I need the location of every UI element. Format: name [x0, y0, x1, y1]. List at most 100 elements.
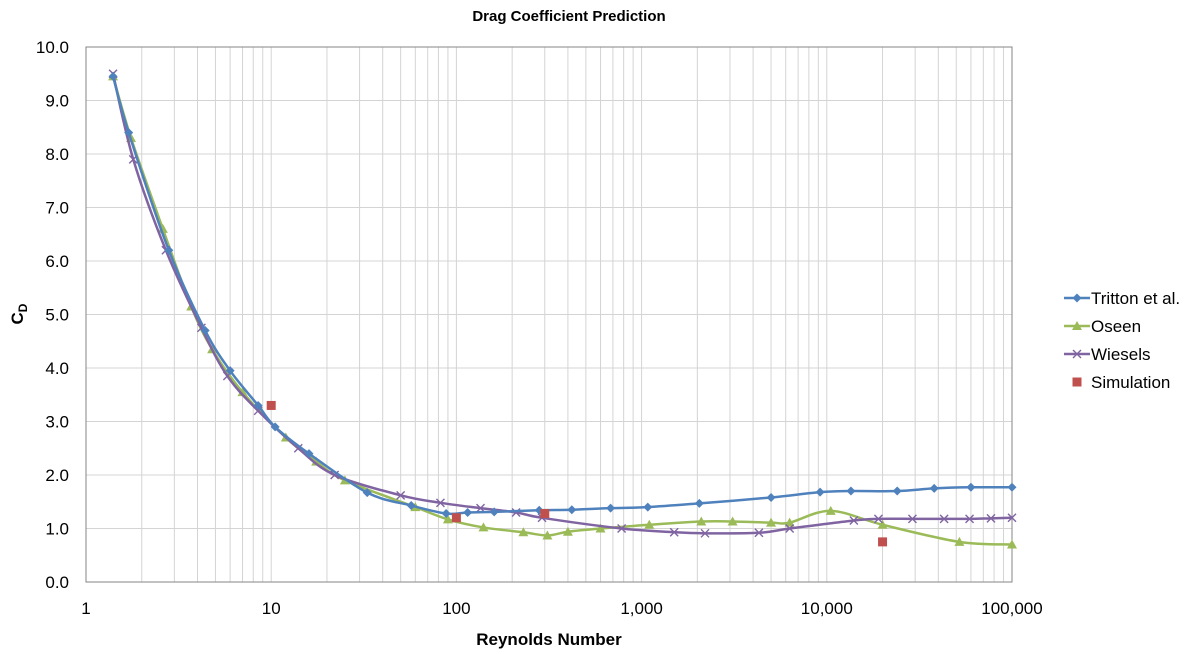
legend-label: Simulation: [1091, 373, 1170, 392]
data-point: [873, 514, 883, 524]
legend-marker: [1072, 349, 1082, 359]
data-point: [700, 528, 710, 538]
x-tick-label: 10: [262, 599, 281, 618]
data-point: [540, 509, 550, 519]
y-tick-label: 3.0: [45, 413, 69, 432]
data-point: [784, 517, 795, 527]
data-point: [476, 503, 486, 513]
series-oseen: [108, 71, 1017, 549]
plot-area-border: [85, 46, 1013, 583]
data-point: [489, 507, 499, 517]
data-point: [270, 422, 280, 432]
legend-label: Oseen: [1091, 317, 1141, 336]
data-point: [849, 515, 859, 525]
legend-entry: Simulation: [1072, 373, 1170, 392]
legend-marker: [1072, 377, 1082, 387]
data-point: [965, 514, 975, 524]
y-axis-tick-labels: 0.0 1.0 2.0 3.0 4.0 5.0 6.0 7.0 8.0 9.0 10.0: [36, 38, 69, 592]
data-point: [846, 486, 856, 496]
data-point: [929, 483, 939, 493]
data-point: [643, 502, 653, 512]
series-tritton-et-al: [108, 71, 1017, 519]
y-tick-label: 1.0: [45, 520, 69, 539]
x-tick-label: 10,000: [801, 599, 853, 618]
legend-entry: Oseen: [1064, 317, 1141, 336]
data-point: [293, 443, 303, 453]
y-tick-label: 0.0: [45, 573, 69, 592]
y-tick-label: 6.0: [45, 252, 69, 271]
series-wiesels: [108, 69, 1017, 538]
y-tick-label: 4.0: [45, 359, 69, 378]
legend-entry: Tritton et al.: [1064, 289, 1180, 308]
data-point: [441, 509, 451, 519]
series-line: [111, 76, 1013, 516]
data-point: [304, 449, 314, 459]
data-point: [164, 245, 174, 255]
x-axis-title: Reynolds Number: [476, 630, 622, 649]
y-tick-label: 2.0: [45, 466, 69, 485]
data-point: [766, 492, 776, 502]
data-point: [237, 387, 248, 397]
data-point: [253, 400, 263, 410]
series-line: [111, 76, 1013, 546]
legend-entry: Wiesels: [1064, 345, 1151, 364]
data-point: [785, 524, 795, 533]
y-tick-label: 7.0: [45, 199, 69, 218]
data-point: [567, 505, 577, 515]
plot-gridlines: [86, 47, 1012, 582]
data-point: [595, 523, 606, 533]
data-point: [825, 505, 836, 515]
y-tick-label: 5.0: [45, 306, 69, 325]
legend-label: Tritton et al.: [1091, 289, 1180, 308]
data-point: [644, 519, 655, 529]
data-point: [727, 516, 738, 526]
data-point: [954, 536, 965, 546]
data-point: [108, 71, 118, 81]
legend-marker: [1072, 321, 1082, 330]
y-tick-label: 9.0: [45, 92, 69, 111]
x-axis-tick-labels: 1 10 100 1,000 10,000 100,000: [81, 599, 1042, 618]
data-point: [542, 530, 553, 540]
data-point: [1007, 482, 1017, 492]
data-point: [266, 400, 276, 410]
data-point: [200, 326, 210, 336]
data-point: [406, 500, 416, 510]
y-axis-title: CD: [8, 303, 30, 324]
y-tick-label: 8.0: [45, 145, 69, 164]
data-point: [877, 519, 888, 529]
data-point: [766, 517, 777, 527]
data-point: [562, 526, 573, 536]
data-point: [435, 498, 445, 508]
data-point: [451, 513, 461, 523]
y-axis-title-subscript: D: [16, 303, 30, 312]
data-point: [966, 482, 976, 492]
data-point: [463, 507, 473, 517]
data-point: [1007, 513, 1017, 523]
legend-label: Wiesels: [1091, 345, 1151, 364]
series-line: [111, 73, 1013, 535]
data-point: [225, 366, 235, 376]
data-point: [124, 128, 134, 138]
x-tick-label: 100,000: [981, 599, 1042, 618]
data-point: [606, 503, 616, 513]
data-point: [617, 524, 627, 533]
x-tick-label: 100: [442, 599, 470, 618]
data-point: [1007, 539, 1017, 549]
y-tick-label: 10.0: [36, 38, 69, 57]
data-point: [939, 514, 949, 524]
data-point: [878, 537, 888, 547]
legend-marker: [1072, 293, 1082, 303]
data-point: [311, 456, 322, 466]
data-point: [754, 528, 764, 538]
x-tick-label: 1,000: [620, 599, 663, 618]
data-point: [362, 488, 372, 498]
data-point: [815, 487, 825, 497]
x-tick-label: 1: [81, 599, 90, 618]
legend: Tritton et al. Oseen Wiesels Simulation: [1064, 289, 1180, 392]
chart-title: Drag Coefficient Prediction: [472, 8, 665, 25]
data-point: [396, 490, 406, 500]
data-point: [669, 527, 679, 537]
data-point: [694, 498, 704, 508]
data-point: [892, 486, 902, 496]
